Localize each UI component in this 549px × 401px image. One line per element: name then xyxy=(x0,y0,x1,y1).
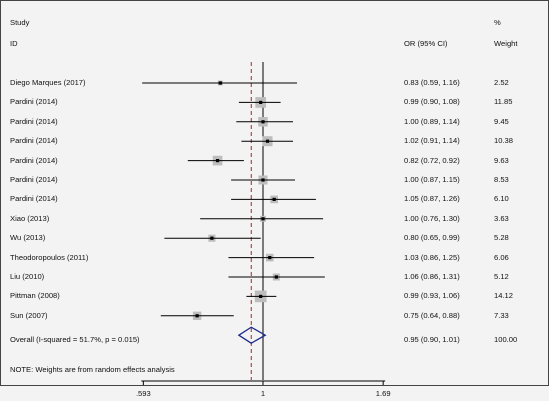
study-weight: 5.28 xyxy=(494,233,509,243)
study-weight: 2.52 xyxy=(494,78,509,87)
study-label: Pardini (2014) xyxy=(10,97,58,107)
header-id: ID xyxy=(10,39,18,48)
study-weight: 3.63 xyxy=(494,213,509,223)
study-or-ci: 1.03 (0.86, 1.25) xyxy=(404,252,460,262)
study-point-estimate xyxy=(259,294,263,298)
study-or-ci: 0.75 (0.64, 0.88) xyxy=(404,310,460,320)
study-point-estimate xyxy=(259,100,263,104)
study-or-ci: 1.00 (0.76, 1.30) xyxy=(404,213,460,223)
study-weight: 10.38 xyxy=(494,136,514,146)
study-point-estimate xyxy=(261,120,265,124)
study-weight: 9.63 xyxy=(494,155,509,165)
study-weight: 5.12 xyxy=(494,272,509,281)
overall-diamond xyxy=(237,326,267,344)
study-or-ci: 1.02 (0.91, 1.14) xyxy=(404,136,460,146)
header-weight-pct: % xyxy=(494,18,501,27)
study-point-estimate xyxy=(210,236,214,240)
forest-plot: .593 1 1.69 xyxy=(136,62,391,398)
study-or-ci: 0.83 (0.59, 1.16) xyxy=(404,78,460,87)
overall-weight: 100.00 xyxy=(494,335,518,344)
study-point-estimate xyxy=(215,159,220,163)
header-weight: Weight xyxy=(494,39,518,48)
study-label: Pardini (2014) xyxy=(10,175,58,184)
header-study: Study xyxy=(10,18,30,27)
overall-ci: 0.95 (0.90, 1.01) xyxy=(404,335,460,344)
study-point-estimate xyxy=(272,197,276,201)
study-or-ci: 1.05 (0.87, 1.26) xyxy=(404,194,460,204)
overall-label: Overall (I-squared = 51.7%, p = 0.015) xyxy=(10,335,140,344)
study-or-ci: 1.00 (0.87, 1.15) xyxy=(404,175,460,184)
x-tick-label: 1 xyxy=(261,389,265,398)
study-label: Theodoropoulos (2011) xyxy=(10,252,89,262)
study-or-ci: 0.80 (0.65, 0.99) xyxy=(404,233,460,243)
study-weight: 6.06 xyxy=(494,252,509,262)
study-label: Xiao (2013) xyxy=(10,213,50,223)
study-label: Wu (2013) xyxy=(10,233,46,243)
study-point-estimate xyxy=(268,256,272,260)
weights-note: NOTE: Weights are from random effects an… xyxy=(10,365,175,374)
study-point-estimate xyxy=(195,314,199,318)
study-label: Pardini (2014) xyxy=(10,136,58,146)
x-tick-label: .593 xyxy=(136,389,151,398)
study-weight: 14.12 xyxy=(494,291,514,301)
study-label: Sun (2007) xyxy=(10,310,48,320)
study-or-ci: 0.99 (0.90, 1.08) xyxy=(404,97,460,107)
study-point-estimate xyxy=(265,139,270,143)
study-point-estimate xyxy=(261,178,265,182)
study-or-ci: 0.82 (0.72, 0.92) xyxy=(404,155,460,165)
study-label: Pittman (2008) xyxy=(10,291,60,301)
study-weight: 8.53 xyxy=(494,175,509,184)
study-weight: 7.33 xyxy=(494,310,509,320)
plot-border xyxy=(0,0,549,386)
study-point-estimate xyxy=(261,217,265,221)
study-label: Pardini (2014) xyxy=(10,116,58,126)
study-or-ci: 0.99 (0.93, 1.06) xyxy=(404,291,460,301)
study-weight: 11.85 xyxy=(494,97,513,107)
study-point-estimate xyxy=(274,275,278,279)
study-or-ci: 1.06 (0.86, 1.31) xyxy=(404,272,460,281)
study-weight: 6.10 xyxy=(494,194,509,204)
study-label: Pardini (2014) xyxy=(10,155,58,165)
study-label: Diego Marques (2017) xyxy=(10,78,86,87)
header-or: OR (95% CI) xyxy=(404,39,448,48)
study-or-ci: 1.00 (0.89, 1.14) xyxy=(404,116,460,126)
study-label: Liu (2010) xyxy=(10,272,45,281)
study-label: Pardini (2014) xyxy=(10,194,58,204)
study-weight: 9.45 xyxy=(494,116,509,126)
study-point-estimate xyxy=(218,81,222,85)
x-tick-label: 1.69 xyxy=(376,389,391,398)
